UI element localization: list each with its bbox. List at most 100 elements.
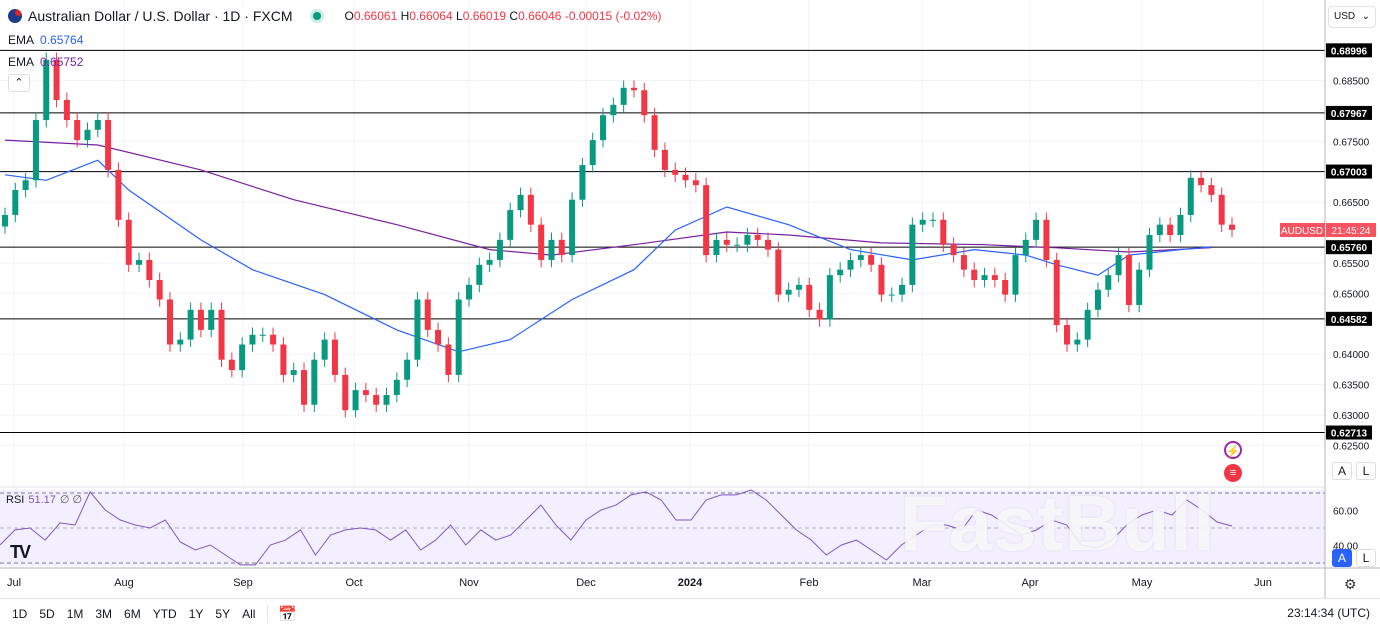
- symbol-title[interactable]: Australian Dollar / U.S. Dollar · 1D · F…: [28, 8, 293, 24]
- candle-body: [538, 224, 545, 260]
- candle-body: [2, 214, 8, 227]
- candle-body: [1053, 259, 1060, 326]
- clock[interactable]: 23:14:34 (UTC): [1287, 606, 1370, 620]
- level-price-label: 0.65760: [1331, 243, 1368, 254]
- countdown: 21:45:24: [1332, 226, 1371, 237]
- candle-body: [1229, 224, 1235, 230]
- chart-canvas[interactable]: 0.68996 0.67967 0.67003 0.65760 0.64582 0.627…: [0, 0, 1380, 598]
- price-tick-label: 0.62500: [1333, 441, 1370, 452]
- level-price-label: 0.68996: [1331, 46, 1368, 57]
- time-tick-label: 2024: [678, 577, 703, 589]
- lightning-icon[interactable]: ⚡: [1224, 441, 1242, 459]
- date-range-calendar-icon[interactable]: 📅: [267, 605, 297, 623]
- candle-body: [600, 115, 607, 141]
- range-1y[interactable]: 1Y: [188, 607, 204, 621]
- candle-body: [125, 219, 132, 265]
- candle-body: [991, 275, 998, 281]
- range-ytd[interactable]: YTD: [152, 607, 177, 621]
- range-1m[interactable]: 1M: [66, 607, 84, 621]
- level-price-box: [1326, 105, 1372, 120]
- candle-body: [228, 359, 235, 371]
- rsi-auto-scale-button[interactable]: A: [1332, 549, 1352, 567]
- auto-scale-button[interactable]: A: [1332, 462, 1352, 480]
- level-price-box: [1326, 311, 1372, 326]
- candle-body: [1125, 255, 1132, 305]
- level-price-label: 0.67967: [1331, 109, 1368, 120]
- log-scale-button[interactable]: L: [1356, 462, 1376, 480]
- us-flag-icon[interactable]: ≡: [1224, 464, 1242, 482]
- time-tick-label: Dec: [576, 577, 596, 589]
- range-6m[interactable]: 6M: [124, 607, 141, 621]
- candle-body: [723, 239, 730, 245]
- rsi-legend[interactable]: RSI 51.17 ∅ ∅: [6, 494, 83, 506]
- candle-body: [1115, 255, 1122, 276]
- candle-body: [1084, 309, 1091, 340]
- market-status-icon[interactable]: [312, 12, 321, 20]
- price-tick-label: 0.66500: [1333, 198, 1370, 209]
- range-5y[interactable]: 5Y: [215, 607, 231, 621]
- range-3m[interactable]: 3M: [95, 607, 113, 621]
- ema-slow-legend[interactable]: EMA 0.65752: [8, 55, 84, 69]
- settings-gear-icon[interactable]: ⚙: [1344, 576, 1357, 592]
- time-tick-label: Nov: [459, 577, 479, 589]
- candle-body: [1074, 339, 1081, 345]
- rsi-line: [0, 489, 1233, 566]
- candle-body: [177, 339, 184, 345]
- price-axis[interactable]: 0.68500 0.67500 0.66500 0.65500 0.65000 0.640…: [1333, 77, 1370, 553]
- candle-body: [22, 180, 29, 190]
- candle-body: [960, 255, 967, 270]
- range-5d[interactable]: 5D: [39, 607, 55, 621]
- candle-body: [868, 255, 875, 265]
- candle-body: [672, 169, 679, 175]
- time-tick-label: Apr: [1021, 577, 1038, 589]
- candle-body: [486, 259, 493, 265]
- candle-body: [630, 87, 637, 91]
- rsi-log-scale-button[interactable]: L: [1356, 549, 1376, 567]
- range-all[interactable]: All: [242, 607, 256, 621]
- candle-body: [105, 120, 112, 170]
- candle-body: [53, 59, 60, 100]
- candle-body: [1064, 325, 1071, 345]
- bottom-toolbar: 1D 5D 1M 3M 6M YTD 1Y 5Y All 📅: [0, 598, 1380, 629]
- candle-body: [1208, 185, 1215, 195]
- candle-body: [32, 120, 39, 181]
- candle-body: [435, 329, 442, 345]
- candle-body: [465, 284, 472, 300]
- time-axis[interactable]: Jul Aug Sep Oct Nov Dec 2024 Feb Mar Apr May Jun: [7, 577, 1272, 589]
- candle-body: [12, 189, 19, 215]
- candle-body: [1136, 269, 1143, 305]
- candle-body: [713, 239, 720, 256]
- candle-body: [548, 239, 555, 260]
- currency-select[interactable]: USD ⌄: [1328, 6, 1376, 28]
- candle-body: [290, 370, 297, 375]
- candle-body: [971, 269, 978, 281]
- chart-legend[interactable]: Australian Dollar / U.S. Dollar · 1D · F…: [8, 8, 662, 24]
- level-price-box: [1326, 43, 1372, 58]
- candle-body: [682, 174, 689, 181]
- candle-body: [610, 104, 617, 116]
- tradingview-logo[interactable]: TV: [10, 542, 31, 562]
- candles: [2, 52, 1235, 418]
- ema-slow-line: [4, 139, 1212, 256]
- candle-body: [909, 224, 916, 285]
- horizontal-levels[interactable]: 0.68996 0.67967 0.67003 0.65760 0.64582 0.627…: [0, 43, 1372, 440]
- time-tick-label: Feb: [800, 577, 819, 589]
- range-1d[interactable]: 1D: [12, 607, 28, 621]
- candle-body: [1177, 214, 1184, 236]
- candle-body: [734, 244, 741, 246]
- candle-body: [321, 339, 328, 360]
- candle-body: [239, 344, 246, 371]
- ema-fast-legend[interactable]: EMA 0.65764: [8, 33, 84, 47]
- candle-body: [929, 219, 936, 221]
- collapse-legend-button[interactable]: ⌃: [8, 74, 30, 92]
- candle-body: [579, 165, 586, 200]
- candle-body: [1146, 235, 1153, 270]
- watermark: FastBull: [900, 479, 1216, 567]
- time-tick-label: Mar: [913, 577, 932, 589]
- candle-body: [259, 334, 266, 336]
- level-price-label: 0.67003: [1331, 168, 1368, 179]
- candle-body: [765, 239, 772, 250]
- candle-body: [527, 194, 534, 225]
- level-price-box: [1326, 425, 1372, 440]
- time-tick-label: Oct: [345, 577, 362, 589]
